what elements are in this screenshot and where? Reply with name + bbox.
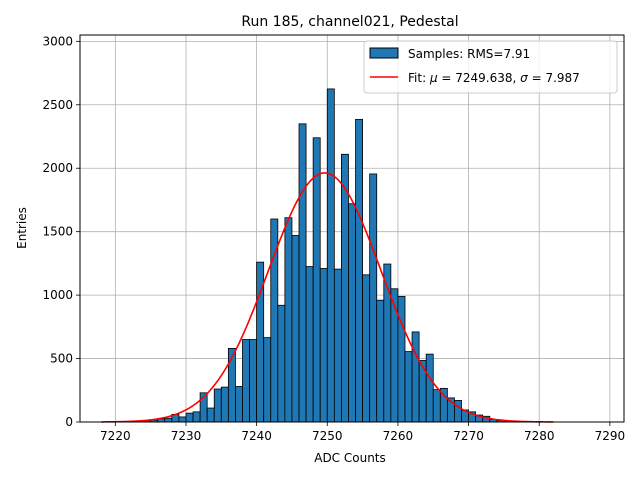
y-tick-label: 1000 — [42, 288, 73, 302]
histogram-bar — [305, 266, 314, 423]
x-tick-label: 7260 — [383, 429, 414, 443]
plot-frame — [79, 34, 625, 423]
y-tick-label: 2500 — [42, 98, 73, 112]
histogram-bar — [355, 118, 363, 423]
x-tick-label: 7290 — [595, 429, 626, 443]
x-tick-label: 7280 — [524, 429, 555, 443]
x-tick-label: 7230 — [171, 429, 202, 443]
histogram-bar — [390, 288, 399, 423]
x-tick-label: 7250 — [312, 429, 343, 443]
chart-title: Run 185, channel021, Pedestal — [241, 14, 458, 30]
histogram-bar — [249, 339, 258, 423]
gaussian-fit-line — [101, 172, 554, 423]
histogram-bar — [227, 348, 236, 423]
legend-label-fit: Fit: μ = 7249.638, σ = 7.987 — [408, 71, 580, 85]
histogram-bar — [277, 304, 286, 423]
legend: Samples: RMS=7.91 Fit: μ = 7249.638, σ =… — [363, 40, 618, 94]
histogram-bar — [404, 351, 413, 423]
legend-sigma-symbol: σ — [520, 71, 528, 85]
histogram-bar — [263, 337, 272, 423]
histogram-bar — [425, 353, 434, 423]
histogram-bar — [192, 411, 201, 423]
histogram-bar — [369, 173, 378, 423]
legend-frame — [363, 40, 618, 94]
histogram-bar — [298, 123, 307, 423]
histogram-bar — [411, 331, 420, 423]
histogram-bar — [235, 386, 243, 423]
histogram-bar — [454, 400, 462, 423]
y-tick-label: 3000 — [42, 34, 73, 48]
histogram-bar — [178, 416, 187, 423]
histogram-bar — [432, 389, 441, 423]
histogram-bar — [291, 235, 300, 423]
histogram-bar — [284, 217, 293, 423]
histogram-bar — [348, 203, 356, 423]
histogram-bar — [333, 268, 342, 423]
x-tick-label: 7270 — [453, 429, 484, 443]
legend-swatch-samples — [369, 47, 399, 59]
legend-label-samples: Samples: RMS=7.91 — [408, 47, 530, 61]
fit-layer — [101, 172, 554, 423]
histogram-bar — [185, 412, 194, 423]
legend-mu-symbol: μ — [429, 71, 438, 85]
histogram-bar — [206, 407, 215, 423]
y-tick-label: 1500 — [42, 225, 73, 239]
histogram-bar — [319, 268, 328, 423]
y-tick-label: 500 — [50, 352, 73, 366]
histogram-bar — [341, 153, 349, 423]
legend-mu-text: = 7249.638, — [438, 71, 521, 85]
histogram-bar — [220, 386, 229, 423]
legend-sigma-text: = 7.987 — [528, 71, 580, 85]
histogram-bar — [376, 299, 385, 423]
histogram-bar — [164, 417, 173, 423]
histogram-bar — [213, 388, 222, 423]
x-axis-label: ADC Counts — [314, 451, 386, 465]
ticks-layer: 7220 7230 7240 7250 7260 7270 7280 7290 0 500 1000… — [42, 34, 625, 443]
histogram-bar — [326, 88, 335, 423]
histogram-bar — [242, 339, 250, 423]
legend-fit-prefix: Fit: — [408, 71, 430, 85]
x-tick-label: 7220 — [100, 429, 131, 443]
y-tick-label: 2000 — [42, 161, 73, 175]
y-tick-label: 0 — [65, 415, 73, 429]
histogram-bar — [312, 137, 321, 423]
x-tick-label: 7240 — [241, 429, 272, 443]
y-axis-label: Entries — [15, 207, 29, 249]
histogram-bar — [362, 274, 371, 423]
